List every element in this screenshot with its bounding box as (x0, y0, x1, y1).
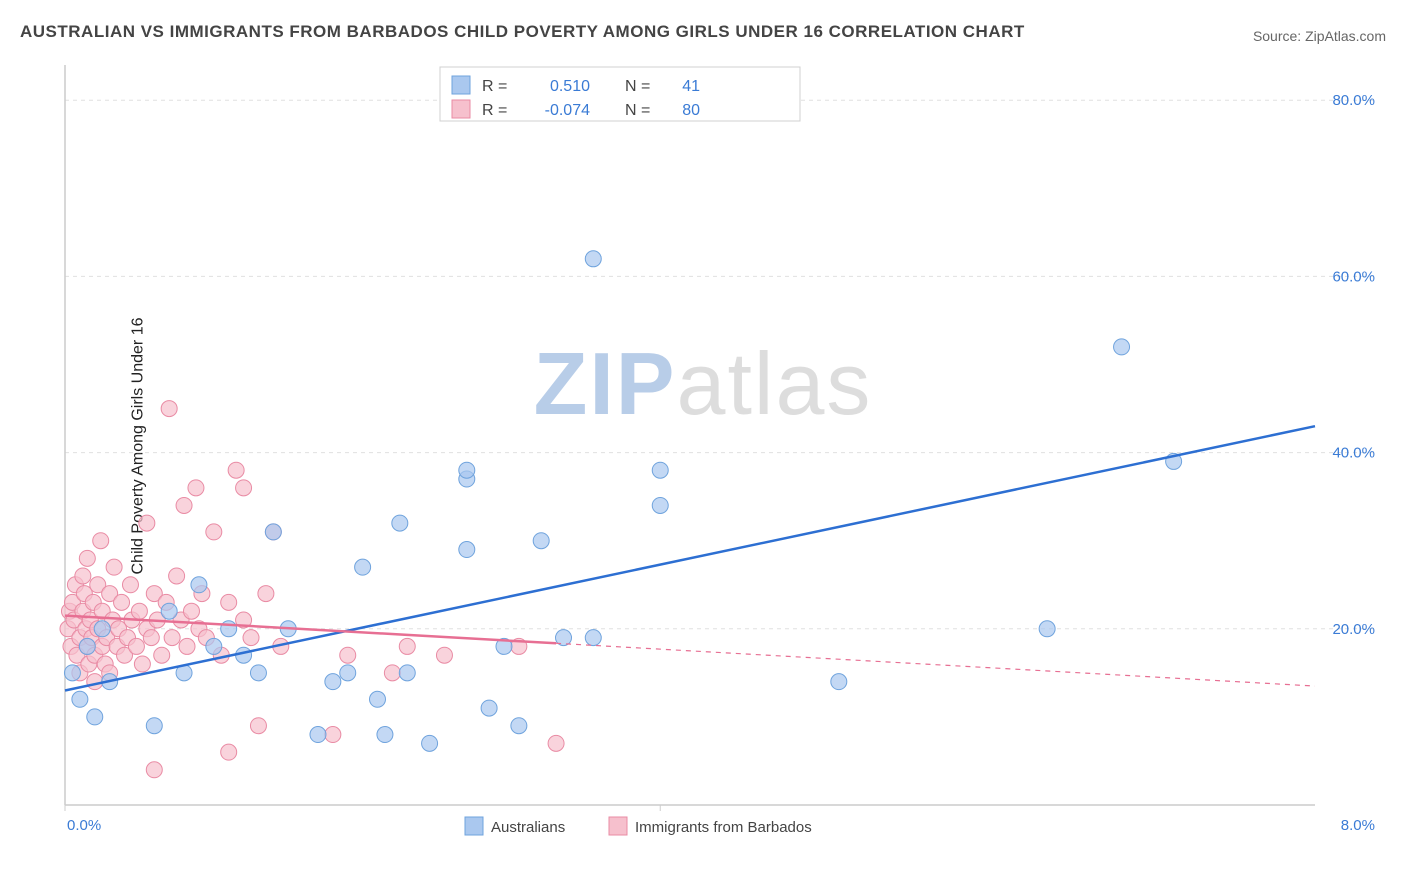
source-prefix: Source: (1253, 28, 1305, 44)
svg-text:0.510: 0.510 (550, 78, 590, 95)
svg-text:40.0%: 40.0% (1332, 445, 1375, 462)
svg-text:Australians: Australians (491, 819, 565, 836)
chart-title: AUSTRALIAN VS IMMIGRANTS FROM BARBADOS C… (20, 22, 1025, 42)
svg-text:N =: N = (625, 78, 650, 95)
svg-text:R =: R = (482, 102, 507, 119)
svg-text:R =: R = (482, 78, 507, 95)
svg-text:-0.074: -0.074 (545, 102, 590, 119)
svg-text:20.0%: 20.0% (1332, 621, 1375, 638)
source-name: ZipAtlas.com (1305, 28, 1386, 44)
svg-text:Immigrants from Barbados: Immigrants from Barbados (635, 819, 812, 836)
svg-text:0.0%: 0.0% (67, 817, 101, 834)
svg-text:8.0%: 8.0% (1341, 817, 1375, 834)
source-attribution: Source: ZipAtlas.com (1253, 28, 1386, 44)
svg-text:41: 41 (682, 78, 700, 95)
svg-text:60.0%: 60.0% (1332, 268, 1375, 285)
correlation-scatter-chart: 20.0% 40.0% 60.0% 80.0% 0.0% 8.0% R = 0.510 N = 4… (55, 55, 1385, 845)
svg-text:80: 80 (682, 102, 700, 119)
svg-text:80.0%: 80.0% (1332, 92, 1375, 109)
svg-text:N =: N = (625, 102, 650, 119)
